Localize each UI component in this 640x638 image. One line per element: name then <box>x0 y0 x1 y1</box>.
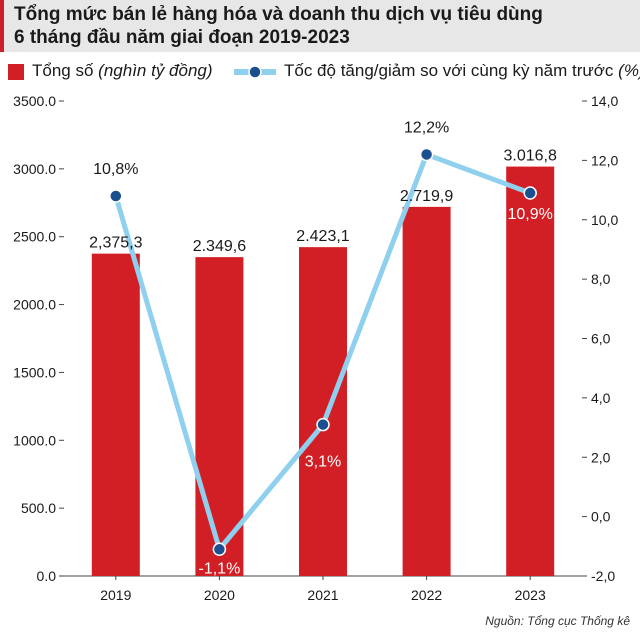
chart-title-line-2: 6 tháng đầu năm giai đoạn 2019-2023 <box>14 27 350 48</box>
y-left-tick-label: 1000.0 <box>13 432 56 448</box>
growth-value-label: 10,9% <box>508 206 553 223</box>
chart-header: Tổng mức bán lẻ hàng hóa và doanh thu dị… <box>0 0 640 52</box>
growth-value-label: 3,1% <box>305 454 341 471</box>
legend-bar-text: Tổng số (nghìn tỷ đồng) <box>32 61 213 81</box>
growth-point-2022 <box>419 147 434 162</box>
growth-value-label: 12,2% <box>404 119 449 136</box>
y-left-tick-label: 0.0 <box>37 568 57 584</box>
bar-2019 <box>91 253 140 576</box>
growth-value-label: -1,1% <box>199 560 241 577</box>
legend-bar-unit: (nghìn tỷ đồng) <box>98 61 213 80</box>
growth-point-2023 <box>523 186 537 200</box>
header-accent-bar <box>0 0 4 52</box>
bar-2023 <box>506 166 555 576</box>
bar-2021 <box>299 247 347 577</box>
legend-line-label: Tốc độ tăng/giảm so với cùng kỳ năm trướ… <box>284 61 614 80</box>
y-right-tick-label: 0,0 <box>591 509 611 525</box>
legend-bar-label: Tổng số <box>32 61 94 80</box>
growth-point-2020 <box>212 542 227 557</box>
y-right-tick-label: 10,0 <box>591 212 618 228</box>
y-left-tick-label: 500.0 <box>21 500 56 516</box>
bar-2022 <box>402 206 451 576</box>
x-tick-label: 2019 <box>100 587 131 603</box>
source-note: Nguồn: Tổng cục Thống kê <box>485 614 630 628</box>
growth-point-2019 <box>109 189 123 203</box>
y-left-tick-label: 1500.0 <box>13 364 56 380</box>
y-right-tick-label: 8,0 <box>591 271 611 287</box>
bar-value-label: 2,375,3 <box>89 235 142 252</box>
x-tick-label: 2023 <box>515 587 546 603</box>
y-right-tick-label: -2,0 <box>591 568 615 584</box>
x-tick-label: 2020 <box>204 587 235 603</box>
y-right-tick-label: 4,0 <box>591 390 611 406</box>
y-left-tick-label: 3000.0 <box>13 161 56 177</box>
y-right-tick-label: 14,0 <box>591 93 618 109</box>
y-right-tick-label: 2,0 <box>591 449 611 465</box>
chart-title-line-1: Tổng mức bán lẻ hàng hóa và doanh thu dị… <box>14 4 543 25</box>
bar-value-label: 2.719,9 <box>400 188 453 205</box>
y-left-tick-label: 3500.0 <box>13 93 56 109</box>
y-right-tick-label: 6,0 <box>591 331 611 347</box>
legend-line-text: Tốc độ tăng/giảm so với cùng kỳ năm trướ… <box>284 61 640 81</box>
legend-bar-swatch <box>8 64 24 80</box>
y-left-tick-label: 2000.0 <box>13 297 56 313</box>
y-left-tick-label: 2500.0 <box>13 229 56 245</box>
legend-point-swatch <box>248 65 262 79</box>
bar-value-label: 3.016,8 <box>504 148 557 165</box>
y-right-tick-label: 12,0 <box>591 152 618 168</box>
legend-line-unit: (%) <box>618 61 640 80</box>
growth-point-2021 <box>316 417 330 432</box>
bar-value-label: 2.349,6 <box>193 238 246 255</box>
x-tick-label: 2022 <box>411 587 442 603</box>
growth-value-label: 10,8% <box>93 161 138 178</box>
x-tick-label: 2021 <box>307 587 338 603</box>
bar-2020 <box>195 257 244 576</box>
bar-value-label: 2.423,1 <box>296 228 349 245</box>
